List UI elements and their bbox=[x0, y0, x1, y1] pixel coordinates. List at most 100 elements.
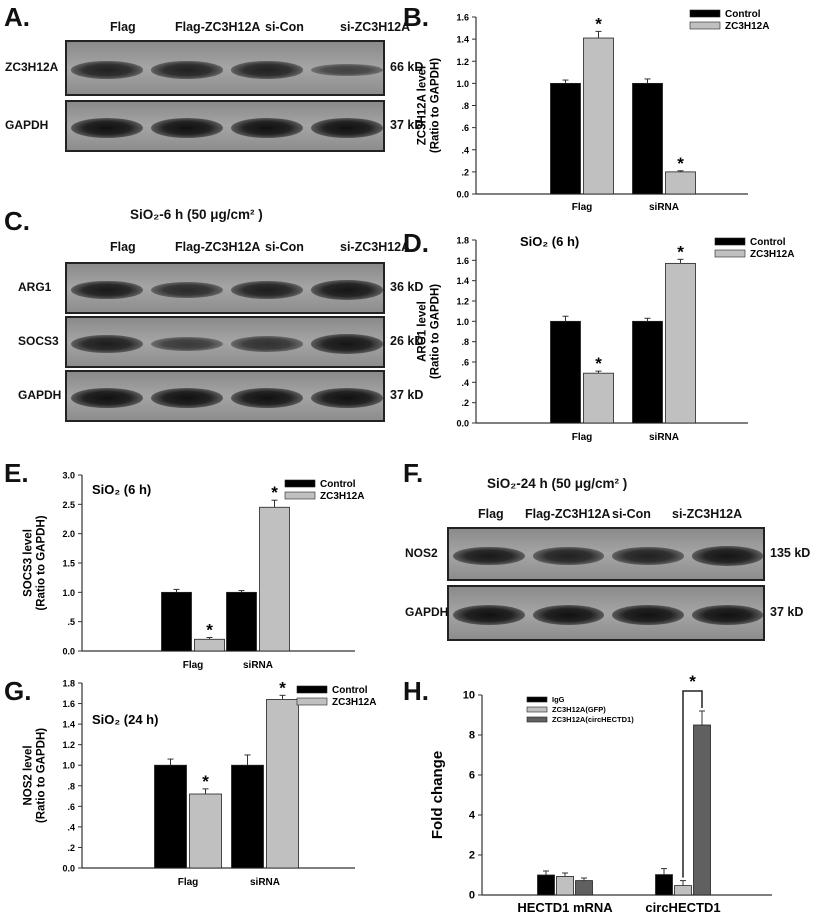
y-tick-label-h: 10 bbox=[463, 690, 475, 702]
legend-label-h: ZC3H12A(circHECTD1) bbox=[552, 715, 634, 724]
y-tick-label-h: 6 bbox=[469, 770, 475, 782]
legend-label-h: ZC3H12A(GFP) bbox=[552, 705, 606, 714]
y-tick-label-d: 1.2 bbox=[456, 297, 469, 307]
legend-swatch-b bbox=[689, 9, 721, 18]
protein-band bbox=[151, 118, 223, 138]
protein-band bbox=[71, 334, 143, 354]
blot-strip-gapdh bbox=[65, 370, 385, 422]
x-category-label-h: circHECTD1 bbox=[645, 900, 720, 915]
bar-g-zc3h12a bbox=[189, 793, 222, 869]
y-tick-label-e: .5 bbox=[67, 617, 75, 627]
protein-band bbox=[151, 61, 223, 79]
significance-asterisk-e: * bbox=[206, 621, 213, 640]
y-tick-label-d: .6 bbox=[461, 358, 469, 368]
protein-band bbox=[311, 334, 383, 354]
blot-row-label: SOCS3 bbox=[18, 334, 59, 348]
protein-band bbox=[532, 605, 604, 625]
bar-h-igg bbox=[655, 874, 673, 896]
legend-swatch-h bbox=[526, 716, 548, 723]
protein-band bbox=[151, 281, 223, 299]
bar-h-zc3h12a-circhectd1- bbox=[575, 880, 593, 896]
y-tick-label-d: 0.0 bbox=[456, 419, 469, 429]
y-tick-label-d: 1.6 bbox=[456, 256, 469, 266]
bar-b-zc3h12a bbox=[665, 171, 696, 195]
protein-band bbox=[612, 547, 684, 565]
bar-e-zc3h12a bbox=[194, 638, 225, 652]
legend-swatch-d bbox=[714, 249, 746, 258]
y-tick-label-d: .4 bbox=[461, 378, 469, 388]
protein-band bbox=[151, 337, 223, 351]
lane-header-a: si-Con bbox=[265, 20, 304, 34]
y-tick-label-b: .2 bbox=[461, 167, 469, 177]
legend-swatch-b bbox=[689, 21, 721, 30]
legend-label-b: Control bbox=[725, 9, 761, 20]
protein-band bbox=[231, 280, 303, 300]
legend-label-e: ZC3H12A bbox=[320, 491, 364, 502]
blot-row-label: ZC3H12A bbox=[5, 60, 59, 74]
y-tick-label-g: 1.2 bbox=[62, 740, 75, 750]
y-tick-label-g: 0.0 bbox=[62, 864, 75, 874]
protein-band bbox=[71, 388, 143, 408]
bar-d-control bbox=[632, 320, 663, 424]
blot-strip-gapdh bbox=[447, 585, 765, 641]
y-tick-label-b: 1.2 bbox=[456, 57, 469, 67]
lane-header-a: Flag-ZC3H12A bbox=[175, 20, 261, 34]
bar-h-zc3h12a-circhectd1- bbox=[693, 724, 711, 896]
molecular-weight-label: 37 kD bbox=[770, 605, 804, 619]
y-tick-label-d: 1.4 bbox=[456, 276, 469, 286]
protein-band bbox=[453, 546, 525, 566]
y-tick-label-g: 1.4 bbox=[62, 720, 75, 730]
significance-asterisk-b: * bbox=[595, 14, 602, 33]
panel-label-b: B. bbox=[403, 2, 429, 32]
y-tick-label-d: .2 bbox=[461, 398, 469, 408]
y-tick-label-b: 0.0 bbox=[456, 190, 469, 200]
protein-band bbox=[231, 118, 303, 138]
panel-label-g: G. bbox=[4, 676, 32, 706]
blot-strip-gapdh bbox=[65, 100, 385, 152]
molecular-weight-label: 135 kD bbox=[770, 546, 811, 560]
blot-row-label: GAPDH bbox=[405, 605, 449, 619]
legend-swatch-g bbox=[296, 685, 328, 694]
bar-e-control bbox=[226, 591, 257, 652]
lane-header-c: si-ZC3H12A bbox=[340, 240, 411, 254]
panel-label-h: H. bbox=[403, 676, 429, 706]
y-tick-label-d: 1.8 bbox=[456, 236, 469, 246]
significance-bracket-h bbox=[682, 690, 703, 878]
lane-header-a: Flag bbox=[110, 20, 136, 34]
bar-h-igg bbox=[537, 874, 555, 896]
protein-band bbox=[71, 280, 143, 300]
legend-swatch-e bbox=[284, 491, 316, 500]
x-category-label-d: Flag bbox=[572, 432, 593, 443]
lane-header-c: si-Con bbox=[265, 240, 304, 254]
y-tick-label-b: 1.4 bbox=[456, 35, 469, 45]
molecular-weight-label: 37 kD bbox=[390, 118, 424, 132]
y-axis-label-b: (Ratio to GAPDH) bbox=[430, 58, 442, 153]
bar-d-zc3h12a bbox=[665, 262, 696, 424]
protein-band bbox=[311, 63, 383, 77]
y-tick-label-e: 2.5 bbox=[62, 500, 75, 510]
protein-band bbox=[231, 388, 303, 408]
legend-label-e: Control bbox=[320, 479, 356, 490]
bar-b-control bbox=[632, 82, 663, 195]
y-axis-label-g: NOS2 level bbox=[23, 745, 35, 805]
lane-header-f: Flag bbox=[478, 507, 504, 521]
molecular-weight-label: 36 kD bbox=[390, 280, 424, 294]
x-category-label-b: Flag bbox=[572, 202, 593, 213]
y-axis-label-e: (Ratio to GAPDH) bbox=[36, 515, 48, 610]
protein-band bbox=[311, 388, 383, 408]
y-tick-label-e: 1.0 bbox=[62, 588, 75, 598]
legend-label-b: ZC3H12A bbox=[725, 21, 769, 32]
blot-f-title: SiO₂-24 h (50 μg/cm² ) bbox=[487, 476, 628, 491]
protein-band bbox=[453, 605, 525, 625]
y-tick-label-g: .6 bbox=[67, 802, 75, 812]
x-category-label-g: siRNA bbox=[250, 877, 280, 888]
bar-g-zc3h12a bbox=[266, 699, 299, 869]
y-tick-label-e: 0.0 bbox=[62, 647, 75, 657]
y-tick-label-h: 2 bbox=[469, 850, 475, 862]
y-tick-label-b: .8 bbox=[461, 101, 469, 111]
protein-band bbox=[71, 61, 143, 79]
y-tick-label-e: 2.0 bbox=[62, 529, 75, 539]
molecular-weight-label: 66 kD bbox=[390, 60, 424, 74]
y-tick-label-b: .6 bbox=[461, 123, 469, 133]
panel-label-a: A. bbox=[4, 2, 30, 32]
